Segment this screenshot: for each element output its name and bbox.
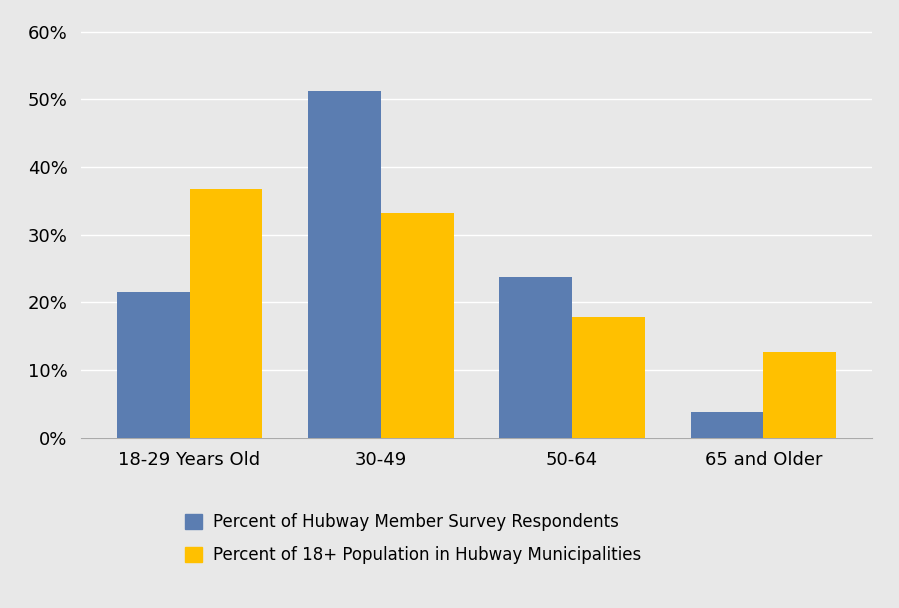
Bar xyxy=(690,412,763,438)
Bar xyxy=(308,91,381,438)
Bar xyxy=(572,317,645,438)
Bar xyxy=(763,352,836,438)
Bar xyxy=(381,213,453,438)
Legend: Percent of Hubway Member Survey Respondents, Percent of 18+ Population in Hubway: Percent of Hubway Member Survey Responde… xyxy=(185,513,642,564)
Bar xyxy=(500,277,572,438)
Bar xyxy=(190,190,263,438)
Bar xyxy=(117,292,190,438)
